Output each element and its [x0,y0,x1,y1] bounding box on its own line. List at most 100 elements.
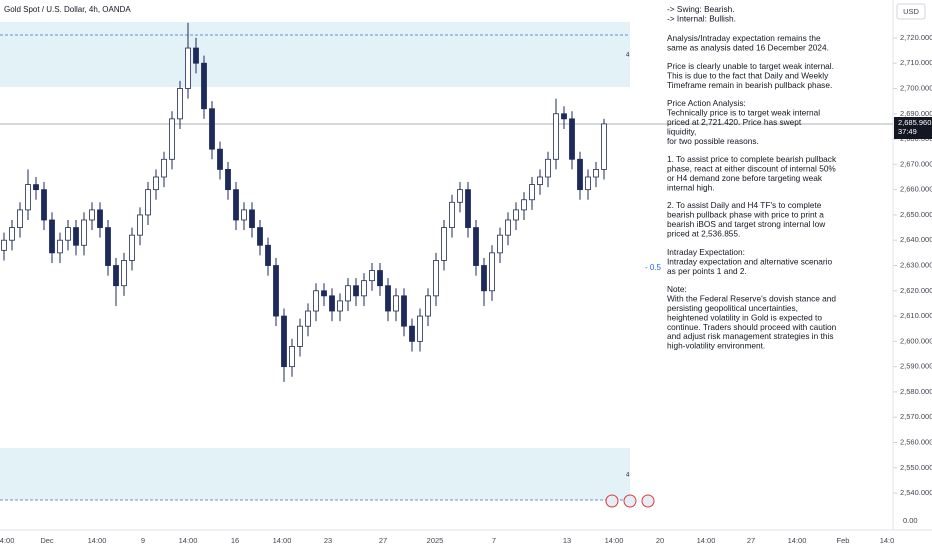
fib-label: - 0.5 [645,263,662,272]
candle-body [489,252,495,292]
candle-body [361,280,367,297]
candle-body [193,47,199,64]
x-tick-label: 27 [379,536,387,545]
event-icon[interactable] [641,494,655,508]
candle-body [329,295,335,312]
y-tick-label: 2,650.000 [900,210,932,219]
candle-body [73,227,79,246]
candle-body [145,189,151,216]
note-line: priced at 2,721.420. Price has swept [667,117,802,127]
currency-label[interactable]: USD [903,7,919,16]
candle-body [425,295,431,317]
candle-body [393,295,399,312]
x-tick-label: 23 [324,536,332,545]
note-line: 1. To assist price to complete bearish p… [667,154,837,164]
y-tick-label: 2,610.000 [900,311,932,320]
demand-zone [0,448,630,500]
note-line: Technically price is to target weak inte… [667,108,820,118]
x-tick-label: 14:00 [605,536,624,545]
candle-body [369,270,375,282]
candle-body [409,325,415,342]
candle-body [97,209,103,228]
y-tick-label: 2,600.000 [900,336,932,345]
note-line: Timeframe remain in bearish pullback pha… [667,80,832,90]
candle-body [81,219,87,246]
candle-body [505,219,511,236]
note-line: Intraday expectation and alternative sce… [667,257,833,267]
note-line: phase, react at either discount of inter… [667,164,836,174]
candle-body [313,290,319,312]
note-line: Intraday Expectation: [667,247,745,257]
candle-body [161,158,167,178]
note-line: same as analysis dated 16 December 2024. [667,43,829,53]
candle-body [57,239,63,254]
candle-body [201,62,207,110]
candle-body [561,113,567,120]
note-line: liquidity, [667,126,696,136]
candle-body [577,158,583,191]
note-line: -> Internal: Bullish. [667,14,736,24]
candle-body [281,315,287,368]
y-tick-label: 2,580.000 [900,387,932,396]
note-line: high-volatility environment. [667,341,765,351]
candle-body [337,300,343,312]
x-tick-label: 16 [231,536,239,545]
y-tick-label: 2,540.000 [900,488,932,497]
event-icons[interactable] [605,494,655,508]
x-tick-label: 7 [492,536,496,545]
countdown-label: 37:49 [898,127,917,136]
candle-body [433,260,439,297]
candle-body [25,184,31,211]
y-tick-label: 2,670.000 [900,159,932,168]
note-line: heightened volatility in Gold is expecte… [667,312,822,322]
candle-body [113,265,119,287]
note-line: for two possible reasons. [667,136,759,146]
zone-label: 4 [626,53,630,59]
x-tick-label: 13 [563,536,571,545]
note-line: priced at 2,536.855. [667,228,740,238]
candle-body [465,189,471,228]
y-tick-label: 2,570.000 [900,412,932,421]
zone-label: 4 [626,473,630,479]
candle-body [41,189,47,221]
candle-body [241,209,247,221]
x-tick-label: Dec [40,536,54,545]
candle-body [289,346,295,368]
note-line: as per points 1 and 2. [667,266,747,276]
candle-body [353,285,359,297]
candle-body [345,285,351,302]
note-line: Analysis/Intraday expectation remains th… [667,33,821,43]
candle-body [441,227,447,261]
candle-body [321,290,327,297]
y-tick-label: 2,720.000 [900,33,932,42]
x-tick-label: Feb [837,536,850,545]
axis-footer: 0.00 [903,516,918,525]
currency-button[interactable] [896,3,926,20]
x-tick-label: 9 [141,536,145,545]
x-tick-label: 2025 [427,536,444,545]
note-line: This is due to the fact that Daily and W… [667,71,829,81]
candle-body [521,199,527,211]
last-price-label: 2,685.960 [898,118,931,127]
x-tick-label: 20 [656,536,664,545]
event-icon[interactable] [605,494,619,508]
candle-body [249,209,255,228]
note-line: persisting geopolitical uncertainties, [667,303,798,313]
candle-body [177,88,183,120]
candle-body [553,113,559,160]
x-tick-label: 14:00 [788,536,807,545]
x-tick-label: 14:00 [88,536,107,545]
event-icon[interactable] [623,494,637,508]
candle-body [9,227,15,241]
x-tick-label: 14:00 [273,536,292,545]
candle-body [377,270,383,287]
candle-body [129,234,135,261]
candle-body [65,227,71,241]
y-tick-label: 2,640.000 [900,235,932,244]
x-tick-label: 14:0 [880,536,895,545]
candle-body [481,265,487,292]
candle-body [17,209,23,228]
candle-body [225,169,231,191]
note-line: and adjust risk management strategies in… [667,331,834,341]
